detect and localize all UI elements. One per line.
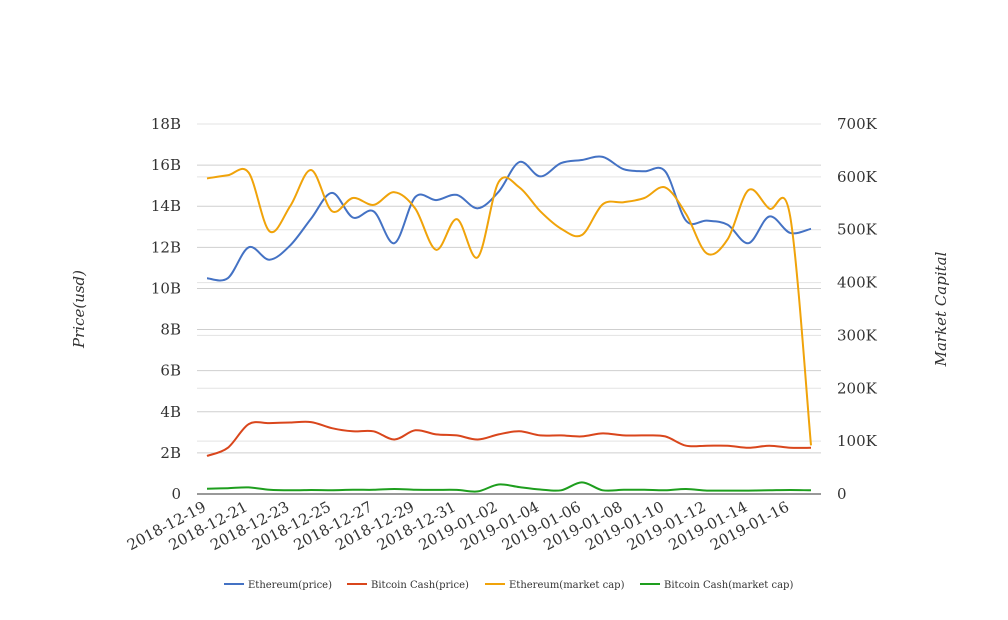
y-left-tick-label: 16B (151, 156, 181, 174)
y-right-tick-label: 600K (837, 168, 878, 186)
series-line-2 (206, 420, 812, 457)
grid-lines (197, 123, 821, 454)
legend-label: Ethereum(market cap) (509, 580, 625, 591)
legend: Ethereum(price) Bitcoin Cash(price) Ethere… (224, 580, 793, 591)
y-axis-right-ticks: 0 100K 200K 300K 400K 500K 600K 700K (837, 115, 878, 503)
y-axis-left-ticks: 0 2B 4B 6B 8B 10B 12B 14B 16B 18B (151, 115, 181, 503)
series-line-1 (206, 155, 812, 282)
x-axis-ticks: 2018-12-192018-12-212018-12-232018-12-25… (124, 498, 792, 554)
y-right-tick-label: 700K (837, 115, 878, 133)
legend-label: Bitcoin Cash(price) (371, 580, 469, 591)
y-left-tick-label: 8B (160, 321, 181, 339)
series-line-4 (206, 481, 812, 493)
y-right-tick-label: 200K (837, 379, 878, 397)
series-line-3 (206, 167, 812, 446)
y-axis-right-title: Market Capital (932, 251, 950, 367)
y-axis-left-title: Price(usd) (70, 270, 88, 349)
y-left-tick-label: 6B (160, 362, 181, 380)
y-right-tick-label: 100K (837, 432, 878, 450)
y-left-tick-label: 4B (160, 403, 181, 421)
y-left-tick-label: 10B (151, 279, 181, 297)
y-right-tick-label: 500K (837, 221, 878, 239)
y-left-tick-label: 2B (160, 444, 181, 462)
series-layer (206, 155, 812, 493)
y-left-tick-label: 12B (151, 238, 181, 256)
y-right-tick-label: 0 (837, 485, 847, 503)
legend-label: Bitcoin Cash(market cap) (664, 580, 793, 591)
y-left-tick-label: 14B (151, 197, 181, 215)
legend-label: Ethereum(price) (248, 580, 332, 591)
y-left-tick-label: 18B (151, 115, 181, 133)
y-left-tick-label: 0 (171, 485, 181, 503)
y-right-tick-label: 400K (837, 274, 878, 292)
y-right-tick-label: 300K (837, 326, 878, 344)
